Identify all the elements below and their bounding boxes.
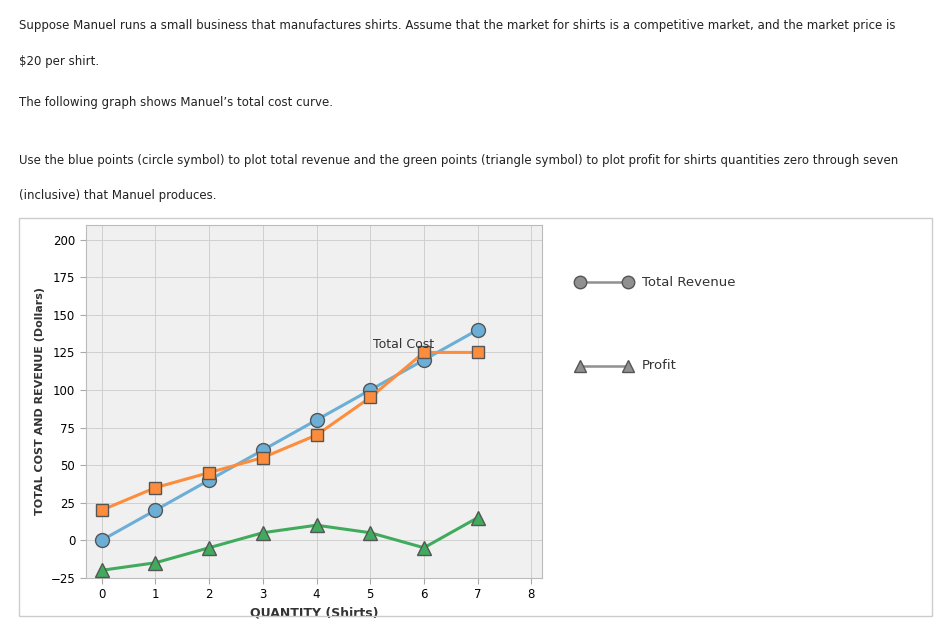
X-axis label: QUANTITY (Shirts): QUANTITY (Shirts): [249, 607, 378, 620]
Text: Profit: Profit: [642, 360, 677, 372]
Text: The following graph shows Manuel’s total cost curve.: The following graph shows Manuel’s total…: [19, 96, 333, 109]
Text: (inclusive) that Manuel produces.: (inclusive) that Manuel produces.: [19, 189, 217, 202]
Text: Suppose Manuel runs a small business that manufactures shirts. Assume that the m: Suppose Manuel runs a small business tha…: [19, 19, 896, 32]
Text: $20 per shirt.: $20 per shirt.: [19, 55, 99, 67]
Text: Total Revenue: Total Revenue: [642, 276, 735, 289]
Text: Total Cost: Total Cost: [373, 338, 434, 351]
Text: Use the blue points (circle symbol) to plot total revenue and the green points (: Use the blue points (circle symbol) to p…: [19, 154, 899, 167]
Y-axis label: TOTAL COST AND REVENUE (Dollars): TOTAL COST AND REVENUE (Dollars): [35, 287, 45, 516]
